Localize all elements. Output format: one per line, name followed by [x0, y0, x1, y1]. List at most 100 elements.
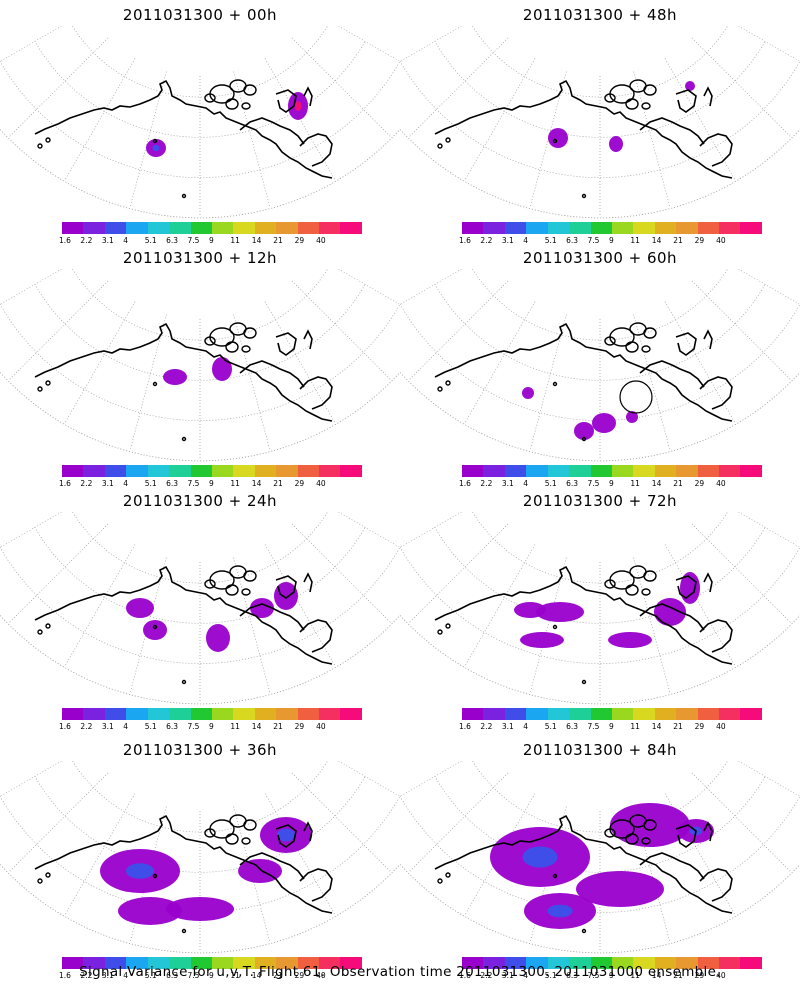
colorbar-ticks: 1.6 2.2 3.1 4 5.1 6.3 7.5 9 11 14 21 29 40 [59, 236, 362, 246]
coastline [434, 814, 733, 934]
colorbar-swatch [547, 222, 570, 234]
panel-title: 2011031300 + 00h [122, 6, 278, 24]
colorbar-swatch [504, 222, 527, 234]
colorbar-swatch [83, 957, 105, 969]
colorbar-tick-label: 3.1 [101, 722, 114, 731]
colorbar-tick-label: 29 [294, 479, 305, 488]
colorbar-tick-label: 7.5 [587, 971, 600, 980]
colorbar-tick-label: 6.3 [566, 236, 579, 245]
variance-region [126, 598, 154, 618]
variance-core [126, 863, 154, 879]
colorbar-swatch [190, 465, 212, 477]
colorbar-swatch [340, 957, 362, 969]
colorbar-swatch [211, 222, 234, 234]
colorbar-swatch [483, 957, 505, 969]
colorbar-tick-label: 1.6 [459, 722, 471, 731]
colorbar-tick-label: 9 [208, 236, 214, 245]
colorbar-tick-label: 2.2 [80, 236, 93, 245]
polar-map [400, 761, 800, 954]
colorbar-swatch [83, 708, 105, 720]
colorbar-swatch [254, 708, 277, 720]
colorbar-swatch [633, 957, 655, 969]
colorbar-swatch [676, 708, 698, 720]
colorbar-swatch [126, 957, 148, 969]
colorbar-tick-label: 21 [673, 479, 683, 488]
colorbar-tick-label: 11 [630, 236, 640, 245]
variance-region [118, 897, 182, 925]
colorbar-tick-label: 3.1 [501, 722, 514, 731]
colorbar-swatch [169, 708, 191, 720]
colorbar-swatch [719, 957, 741, 969]
colorbar-swatch [740, 957, 762, 969]
colorbar-swatch [104, 957, 127, 969]
colorbar-tick-label: 6.3 [566, 479, 579, 488]
colorbar-tick-label: 5.1 [144, 722, 157, 731]
colorbar-tick-label: 40 [716, 236, 726, 245]
variance-region [212, 357, 232, 381]
colorbar-swatch [654, 708, 677, 720]
colorbar-swatch [319, 708, 341, 720]
colorbar-tick-label: 1.6 [459, 479, 471, 488]
colorbar-tick-label: 9 [208, 479, 214, 488]
colorbar-tick-label: 21 [673, 971, 683, 980]
map-panel-p84: 2011031300 + 84h 1.6 2.2 3.1 4 5.1 6.3 7.5 9 11 14… [400, 735, 800, 985]
colorbar-swatch [740, 708, 762, 720]
colorbar-swatch [633, 708, 655, 720]
colorbar-swatch [569, 465, 591, 477]
colorbar-swatch [297, 708, 320, 720]
colorbar-tick-label: 21 [673, 722, 683, 731]
polar-map [0, 269, 400, 462]
coastline [434, 79, 733, 199]
colorbar-swatch [611, 957, 634, 969]
colorbar-swatch [654, 957, 677, 969]
colorbar-swatch [569, 222, 591, 234]
map-panel-p00: 2011031300 + 00h 1.6 2.2 3.1 4 5.1 6.3 7.5 9 11 14… [0, 0, 400, 250]
colorbar-tick-label: 4 [523, 971, 529, 980]
panel-title: 2011031300 + 24h [122, 492, 278, 510]
colorbar-tick-label: 5.1 [544, 722, 557, 731]
colorbar-tick-label: 6.3 [566, 971, 579, 980]
colorbar-tick-label: 7.5 [587, 479, 600, 488]
colorbar-tick-label: 9 [608, 722, 614, 731]
colorbar-tick-label: 9 [208, 722, 214, 731]
colorbar-swatch [590, 465, 612, 477]
colorbar-tick-label: 9 [608, 971, 614, 980]
colorbar-tick-label: 4 [123, 971, 129, 980]
colorbar-swatch [104, 465, 127, 477]
coastline [434, 565, 733, 685]
colorbar-swatch [276, 957, 298, 969]
colorbar-swatch [569, 957, 591, 969]
colorbar-swatch [254, 957, 277, 969]
colorbar-swatch [462, 222, 484, 234]
colorbar-tick-label: 29 [694, 971, 705, 980]
colorbar-tick-label: 29 [694, 236, 705, 245]
colorbar-tick-label: 14 [651, 722, 662, 731]
colorbar-swatch [483, 465, 505, 477]
colorbar-tick-label [737, 722, 758, 732]
colorbar-tick-label: 29 [694, 722, 705, 731]
colorbar-tick-label: 21 [273, 722, 283, 731]
colorbar-swatch [169, 465, 191, 477]
lat-lon-grid [0, 761, 400, 954]
colorbar-tick-label: 1.6 [59, 971, 71, 980]
colorbar-swatch [211, 465, 234, 477]
colorbar-tick-label: 14 [651, 479, 662, 488]
colorbar-tick-label: 40 [316, 236, 326, 245]
colorbar-swatch [697, 465, 720, 477]
colorbar-swatch [676, 957, 698, 969]
colorbar-tick-label: 5.1 [144, 479, 157, 488]
colorbar-swatch [211, 708, 234, 720]
colorbar-tick-label: 7.5 [187, 236, 200, 245]
colorbar-swatch [190, 222, 212, 234]
panel-title: 2011031300 + 72h [522, 492, 678, 510]
colorbar-swatch [147, 465, 170, 477]
colorbar-tick-label: 5.1 [544, 236, 557, 245]
colorbar-tick-label: 6.3 [566, 722, 579, 731]
coastline [34, 814, 333, 934]
colorbar-tick-label: 3.1 [501, 479, 514, 488]
colorbar-swatch [62, 465, 84, 477]
colorbar-tick-label: 21 [273, 479, 283, 488]
colorbar-swatch [526, 957, 548, 969]
colorbar-tick-label: 5.1 [544, 479, 557, 488]
colorbar-tick-label: 6.3 [166, 971, 179, 980]
